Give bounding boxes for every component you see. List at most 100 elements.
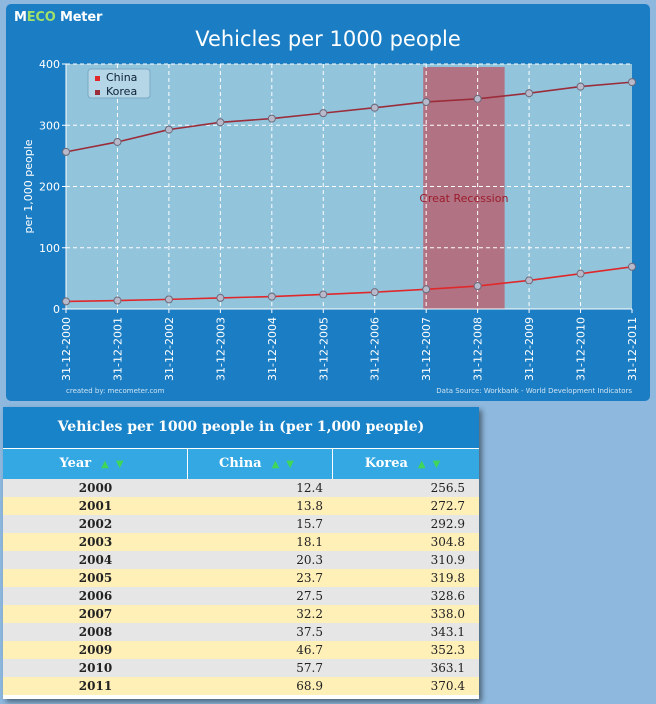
cell-china: 32.2 — [296, 607, 323, 621]
cell-year: 2000 — [78, 481, 113, 495]
table-row: 2005 23.7 319.8 — [3, 569, 479, 587]
table-body: 2000 12.4 256.5 2001 13.8 272.7 2002 15.7 292.9 2… — [3, 479, 479, 695]
legend-swatch-china — [95, 76, 100, 81]
data-point-china — [267, 292, 276, 301]
table-row: 2003 18.1 304.8 — [3, 533, 479, 551]
header-china[interactable]: China ▲▼ — [188, 449, 333, 479]
data-point-china — [319, 290, 328, 299]
cell-year: 2010 — [78, 661, 113, 675]
y-tick-label: 400 — [39, 58, 60, 71]
data-point-china — [628, 262, 636, 271]
mecometer-logo[interactable]: MECO Meter — [14, 10, 103, 25]
table-row: 2007 32.2 338.0 — [3, 605, 479, 623]
cell-china: 68.9 — [296, 679, 323, 693]
sort-arrows-icon[interactable]: ▲▼ — [101, 459, 131, 470]
x-tick-label: 31-12-2003 — [214, 317, 227, 381]
x-tick-label: 31-12-2006 — [369, 317, 382, 381]
cell-year: 2005 — [78, 571, 113, 585]
cell-year: 2004 — [78, 553, 113, 567]
x-tick-label: 31-12-2005 — [317, 317, 330, 381]
data-point-korea — [113, 137, 122, 146]
cell-korea: 292.9 — [430, 517, 465, 531]
y-tick-label: 100 — [39, 242, 60, 255]
cell-china: 27.5 — [296, 589, 323, 603]
cell-korea: 363.1 — [430, 661, 465, 675]
cell-china: 15.7 — [296, 517, 323, 531]
created-by-text: created by: mecometer.com — [66, 387, 165, 395]
cell-korea: 256.5 — [430, 481, 465, 495]
data-point-korea — [422, 97, 431, 106]
y-tick-label: 0 — [53, 303, 60, 316]
cell-year: 2003 — [78, 535, 113, 549]
legend-label-korea: Korea — [106, 85, 137, 98]
cell-korea: 370.4 — [430, 679, 465, 693]
data-point-korea — [267, 114, 276, 123]
chart-panel: Vehicles per 1000 people Great Recession 0… — [6, 4, 650, 401]
x-tick-label: 31-12-2002 — [163, 317, 176, 381]
recession-band — [423, 67, 505, 309]
header-korea[interactable]: Korea ▲▼ — [364, 456, 448, 471]
y-axis-label: per 1,000 people — [22, 139, 35, 233]
cell-china: 18.1 — [296, 535, 323, 549]
table-row: 2006 27.5 328.6 — [3, 587, 479, 605]
cell-korea: 352.3 — [430, 643, 465, 657]
data-point-korea — [473, 94, 482, 103]
cell-korea: 319.8 — [430, 571, 465, 585]
cell-korea: 310.9 — [430, 553, 465, 567]
data-point-china — [525, 276, 534, 285]
table-title: Vehicles per 1000 people in (per 1,000 p… — [3, 407, 479, 448]
cell-korea: 343.1 — [430, 625, 465, 639]
data-point-korea — [525, 89, 534, 98]
data-table: Vehicles per 1000 people in (per 1,000 p… — [3, 407, 479, 699]
cell-korea: 338.0 — [430, 607, 465, 621]
cell-korea: 328.6 — [430, 589, 465, 603]
cell-china: 46.7 — [296, 643, 323, 657]
recession-label: Great Recession — [419, 192, 508, 205]
sort-arrows-icon[interactable]: ▲▼ — [417, 459, 448, 470]
table-row: 2000 12.4 256.5 — [3, 479, 479, 497]
cell-korea: 272.7 — [430, 499, 465, 513]
x-tick-label: 31-12-2010 — [575, 317, 588, 381]
x-tick-label: 31-12-2001 — [111, 317, 124, 381]
cell-year: 2006 — [78, 589, 113, 603]
cell-year: 2009 — [78, 643, 113, 657]
table-row: 2002 15.7 292.9 — [3, 515, 479, 533]
table-row: 2011 68.9 370.4 — [3, 677, 479, 695]
data-point-china — [62, 297, 70, 306]
cell-china: 20.3 — [296, 553, 323, 567]
header-year[interactable]: Year ▲▼ — [3, 449, 188, 479]
data-point-china — [113, 296, 122, 305]
data-source-text: Data Source: Workbank - World Developmen… — [436, 387, 632, 395]
cell-year: 2008 — [78, 625, 113, 639]
x-tick-label: 31-12-2011 — [626, 317, 639, 381]
cell-china: 23.7 — [296, 571, 323, 585]
table-row: 2004 20.3 310.9 — [3, 551, 479, 569]
table-row: 2010 57.7 363.1 — [3, 659, 479, 677]
legend — [87, 68, 151, 99]
sort-arrows-icon[interactable]: ▲▼ — [271, 459, 301, 470]
data-point-korea — [370, 103, 379, 112]
data-point-china — [164, 295, 173, 304]
data-point-china — [473, 282, 482, 291]
x-tick-label: 31-12-2007 — [420, 317, 433, 381]
table-row: 2009 46.7 352.3 — [3, 641, 479, 659]
data-point-korea — [628, 78, 636, 87]
x-tick-label: 31-12-2009 — [523, 317, 536, 381]
line-chart: Vehicles per 1000 people Great Recession 0… — [22, 27, 639, 395]
cell-year: 2007 — [78, 607, 113, 621]
legend-swatch-korea — [95, 90, 100, 95]
table-header: Year ▲▼ China ▲▼ Korea ▲▼ — [3, 448, 479, 479]
data-point-korea — [576, 82, 585, 91]
chart-title: Vehicles per 1000 people — [195, 27, 461, 51]
cell-china: 12.4 — [296, 481, 323, 495]
series-line-china — [65, 266, 633, 303]
data-point-china — [576, 269, 585, 278]
data-point-korea — [62, 147, 70, 156]
table-row: 2001 13.8 272.7 — [3, 497, 479, 515]
x-tick-label: 31-12-2004 — [266, 317, 279, 381]
series-line-korea — [65, 81, 633, 153]
legend-label-china: China — [106, 71, 137, 84]
data-point-korea — [216, 118, 225, 127]
cell-china: 37.5 — [296, 625, 323, 639]
cell-korea: 304.8 — [430, 535, 465, 549]
